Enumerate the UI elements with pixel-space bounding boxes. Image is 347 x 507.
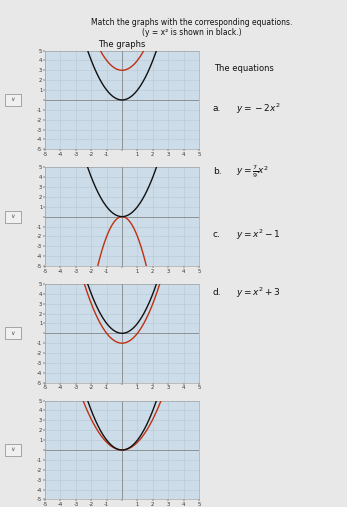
Text: ∨: ∨ <box>10 448 15 452</box>
Text: c.: c. <box>213 230 221 239</box>
Text: ∨: ∨ <box>10 331 15 336</box>
Text: d.: d. <box>213 288 221 298</box>
Text: a.: a. <box>213 104 221 114</box>
Text: $y = x^2 - 1$: $y = x^2 - 1$ <box>236 227 281 242</box>
Title: The graphs: The graphs <box>98 40 146 49</box>
Text: $y = \frac{7}{9}x^2$: $y = \frac{7}{9}x^2$ <box>236 163 269 180</box>
Text: The equations: The equations <box>214 64 274 73</box>
Text: $y = x^2 + 3$: $y = x^2 + 3$ <box>236 286 281 300</box>
Text: ∨: ∨ <box>10 214 15 219</box>
Text: b.: b. <box>213 167 221 176</box>
Text: $y = -2x^2$: $y = -2x^2$ <box>236 102 281 116</box>
Text: ∨: ∨ <box>10 97 15 102</box>
Text: Match the graphs with the corresponding equations.
(y = x² is shown in black.): Match the graphs with the corresponding … <box>91 18 293 38</box>
